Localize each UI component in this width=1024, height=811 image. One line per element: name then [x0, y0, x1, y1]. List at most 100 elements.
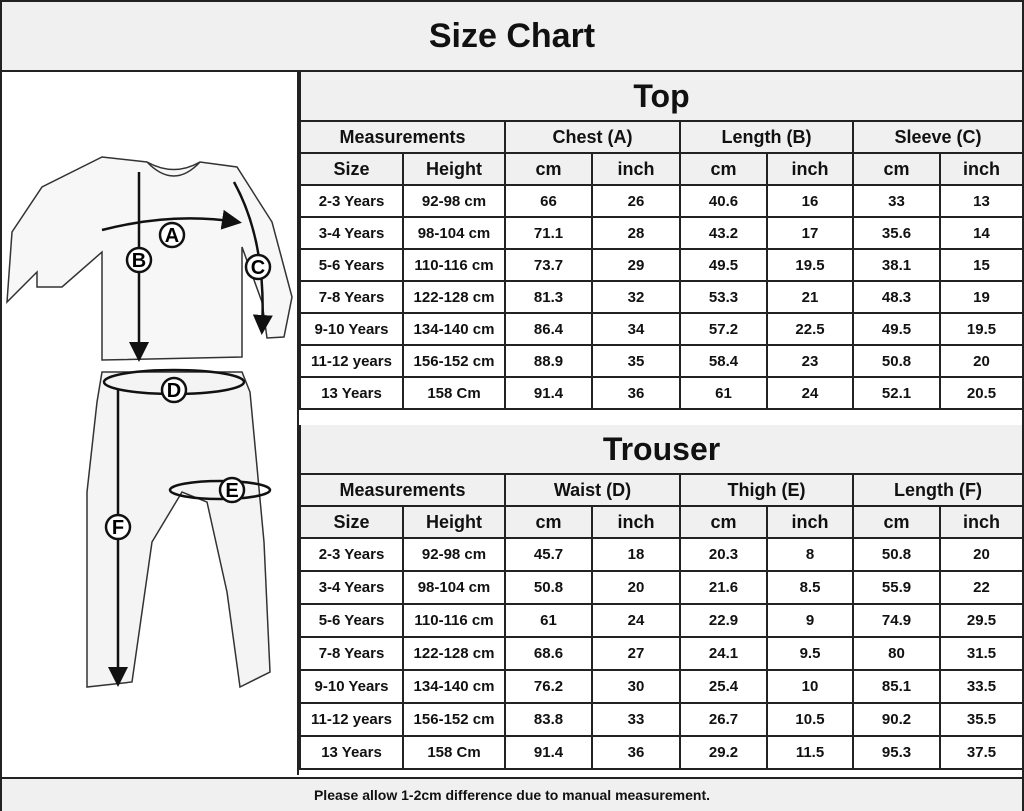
section-title: Top: [298, 72, 1024, 122]
table-cell: 2-3 Years: [299, 184, 404, 218]
table-cell: 134-140 cm: [402, 669, 506, 704]
table-cell: 2-3 Years: [299, 537, 404, 572]
table-cell: 134-140 cm: [402, 312, 506, 346]
table-cell: 156-152 cm: [402, 702, 506, 737]
table-cell: 61: [679, 376, 768, 410]
table-cell: 50.8: [504, 570, 593, 605]
table-cell: 22: [939, 570, 1024, 605]
table-cell: 58.4: [679, 344, 768, 378]
svg-text:E: E: [225, 480, 238, 502]
table-cell: 122-128 cm: [402, 636, 506, 671]
table-cell: 38.1: [852, 248, 941, 282]
table-row: 13 Years 158 Cm 91.4 36 61 24 52.1 20.5: [299, 376, 1024, 410]
table-cell: 15: [938, 248, 1024, 282]
table-cell: 9-10 Years: [299, 669, 404, 704]
table-cell: 36: [591, 735, 681, 770]
group-header: Thigh (E): [679, 473, 854, 507]
svg-text:C: C: [251, 257, 265, 279]
table-cell: 11-12 years: [299, 344, 404, 378]
sleeve-arrow: [232, 181, 273, 335]
svg-text:F: F: [112, 517, 124, 539]
column-header: cm: [504, 505, 593, 539]
table-cell: 19.5: [938, 312, 1024, 346]
table-cell: 9-10 Years: [299, 312, 404, 346]
group-header: Measurements: [299, 473, 506, 507]
table-cell: 57.2: [679, 312, 768, 346]
table-row: 5-6 Years 110-116 cm 73.7 29 49.5 19.5 38.1 15: [299, 248, 1024, 282]
table-cell: 35.6: [852, 216, 941, 250]
table-cell: 95.3: [852, 735, 941, 770]
svg-text:A: A: [165, 225, 179, 247]
table-cell: 27: [591, 636, 681, 671]
table-cell: 22.9: [679, 603, 768, 638]
table-cell: 16: [766, 184, 854, 218]
table-cell: 110-116 cm: [402, 603, 506, 638]
column-header: inch: [591, 505, 681, 539]
table-cell: 34: [591, 312, 681, 346]
table-cell: 20: [938, 344, 1024, 378]
table-cell: 20: [591, 570, 681, 605]
footer-note: Please allow 1-2cm difference due to man…: [2, 777, 1022, 811]
group-header: Sleeve (C): [851, 120, 1024, 154]
top-table: Top Measurements Chest (A) Length (B) Sleeve…: [298, 72, 1024, 410]
group-header: Chest (A): [504, 120, 681, 154]
table-cell: 19.5: [766, 248, 854, 282]
column-header: Size: [299, 505, 404, 539]
table-cell: 50.8: [852, 537, 941, 572]
table-cell: 81.3: [504, 280, 593, 314]
table-cell: 35.5: [939, 702, 1024, 737]
table-cell: 86.4: [504, 312, 593, 346]
table-cell: 88.9: [504, 344, 593, 378]
pajama-illustration: A B C D E F: [2, 72, 299, 775]
table-cell: 43.2: [679, 216, 768, 250]
table-cell: 8: [766, 537, 854, 572]
table-cell: 9.5: [766, 636, 854, 671]
table-cell: 29.2: [679, 735, 768, 770]
column-header: Size: [299, 152, 404, 186]
group-header: Length (B): [679, 120, 854, 154]
section-title: Trouser: [299, 425, 1024, 475]
table-row: 2-3 Years 92-98 cm 45.7 18 20.3 8 50.8 20: [299, 537, 1024, 572]
label-a-icon: A: [158, 221, 186, 249]
column-header: cm: [852, 505, 941, 539]
table-row: 3-4 Years 98-104 cm 50.8 20 21.6 8.5 55.9 22: [299, 570, 1024, 605]
table-cell: 74.9: [852, 603, 941, 638]
table-cell: 5-6 Years: [299, 248, 404, 282]
table-row: 13 Years 158 Cm 91.4 36 29.2 11.5 95.3 37.5: [299, 735, 1024, 770]
table-cell: 66: [504, 184, 593, 218]
table-cell: 98-104 cm: [402, 216, 506, 250]
table-cell: 68.6: [504, 636, 593, 671]
svg-text:D: D: [167, 380, 181, 402]
table-cell: 83.8: [504, 702, 593, 737]
table-cell: 20.5: [938, 376, 1024, 410]
table-cell: 8.5: [766, 570, 854, 605]
table-cell: 24: [591, 603, 681, 638]
table-cell: 71.1: [504, 216, 593, 250]
table-cell: 35: [591, 344, 681, 378]
page-title: Size Chart: [2, 2, 1022, 72]
column-header: inch: [766, 505, 854, 539]
table-cell: 45.7: [504, 537, 593, 572]
table-cell: 29.5: [939, 603, 1024, 638]
column-header: cm: [679, 152, 768, 186]
table-cell: 7-8 Years: [299, 636, 404, 671]
table-cell: 85.1: [852, 669, 941, 704]
table-cell: 14: [938, 216, 1024, 250]
group-header: Waist (D): [504, 473, 681, 507]
table-cell: 73.7: [504, 248, 593, 282]
table-cell: 33: [852, 184, 941, 218]
table-cell: 40.6: [679, 184, 768, 218]
table-cell: 22.5: [766, 312, 854, 346]
column-header: inch: [938, 152, 1024, 186]
table-cell: 110-116 cm: [402, 248, 506, 282]
column-header: cm: [679, 505, 768, 539]
table-cell: 11.5: [766, 735, 854, 770]
column-header: cm: [852, 152, 941, 186]
trouser-size-table: Trouser Measurements Waist (D) Thigh (E) Len…: [299, 425, 1024, 770]
column-header: cm: [504, 152, 593, 186]
table-row: 7-8 Years 122-128 cm 81.3 32 53.3 21 48.3 19: [299, 280, 1024, 314]
label-d-icon: D: [160, 376, 188, 404]
column-header: inch: [766, 152, 854, 186]
chest-arrow: [101, 209, 242, 232]
column-header: Height: [402, 505, 506, 539]
